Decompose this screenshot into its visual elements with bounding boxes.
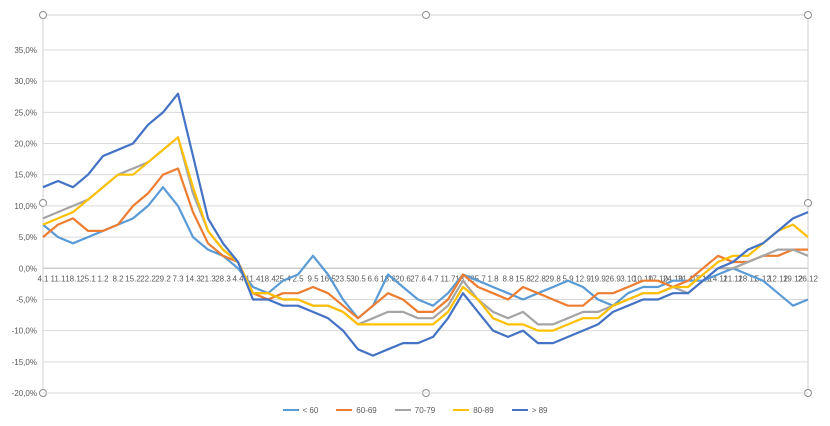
y-tick-label: 10,0%	[14, 202, 37, 211]
x-tick-label: 25.1	[80, 274, 96, 283]
x-tick-label: 21.11	[723, 274, 743, 283]
x-tick-label: 1.8	[487, 274, 499, 283]
x-tick-label: 19.12	[783, 274, 804, 283]
x-tick-label: 22.8	[530, 274, 546, 283]
y-tick-label: 20,0%	[14, 140, 37, 149]
x-tick-label: 14.3	[185, 274, 201, 283]
x-tick-label: 29.2	[155, 274, 171, 283]
x-tick-label: 5.12	[755, 274, 771, 283]
x-tick-label: 5.9	[562, 274, 574, 283]
x-tick-label: 4.7	[427, 274, 439, 283]
x-tick-label: 28.11	[738, 274, 758, 283]
x-tick-label: 9.5	[307, 274, 319, 283]
x-tick-label: 15.2	[125, 274, 141, 283]
x-tick-label: 21.3	[200, 274, 216, 283]
chart-area-frame	[42, 14, 809, 394]
x-tick-label: 13.6	[380, 274, 396, 283]
legend-label: 70-79	[414, 405, 436, 415]
legend-item: 80-89	[453, 405, 494, 415]
y-tick-label: 15,0%	[14, 171, 37, 180]
x-tick-label: 11.1	[51, 274, 67, 283]
y-tick-label: 25,0%	[14, 108, 37, 117]
x-tick-label: 18.1	[65, 274, 81, 283]
y-tick-label: -20,0%	[12, 389, 37, 398]
x-tick-label: 17.10	[648, 274, 669, 283]
y-tick-label: -15,0%	[12, 358, 37, 367]
x-tick-label: 19.9	[590, 274, 606, 283]
x-tick-label: 15.8	[515, 274, 531, 283]
y-tick-label: 5,0%	[19, 233, 37, 242]
legend-item: 70-79	[394, 405, 436, 415]
y-tick-label: 30,0%	[14, 77, 37, 86]
x-tick-label: 11.4	[246, 274, 262, 283]
x-tick-label: 18.7	[455, 274, 471, 283]
legend-item: < 60	[282, 405, 319, 415]
x-tick-label: 4.4	[232, 274, 244, 283]
legend-label: 60-69	[356, 405, 377, 415]
series-line	[42, 136, 809, 332]
legend-swatch	[511, 409, 528, 411]
x-tick-label: 26.9	[605, 274, 621, 283]
chart-legend: < 60 60-69 70-79 80-89 > 89	[0, 400, 830, 420]
x-tick-label: 26.12	[798, 274, 819, 283]
y-tick-label: 35,0%	[14, 46, 37, 55]
x-tick-label: 18.4	[260, 274, 276, 283]
x-tick-label: 8.2	[112, 274, 124, 283]
x-tick-label: 27.6	[410, 274, 426, 283]
legend-label: 80-89	[473, 405, 494, 415]
x-tick-label: 23.5	[335, 274, 351, 283]
x-tick-label: 31.10	[678, 274, 699, 283]
legend-label: < 60	[302, 405, 319, 415]
x-tick-label: 12.9	[575, 274, 591, 283]
y-tick-label: 0,0%	[19, 264, 37, 273]
x-tick-label: 22.2	[140, 274, 156, 283]
resize-handle	[39, 199, 47, 207]
x-tick-label: 8.8	[502, 274, 514, 283]
x-tick-label: 7.3	[172, 274, 184, 283]
legend-swatch	[453, 409, 470, 411]
x-tick-label: 2.5	[292, 274, 304, 283]
resize-handle	[804, 11, 812, 19]
legend-swatch	[282, 409, 299, 411]
x-tick-label: 14.11	[708, 274, 728, 283]
y-tick-label: -5,0%	[16, 295, 37, 304]
resize-handle	[422, 11, 430, 19]
legend-label: > 89	[531, 405, 548, 415]
x-tick-label: 16.5	[320, 274, 336, 283]
x-tick-label: 30.5	[350, 274, 366, 283]
series-line	[42, 92, 809, 357]
resize-handle	[804, 199, 812, 207]
series-line	[42, 136, 809, 326]
x-tick-label: 10.10	[633, 274, 654, 283]
x-tick-label: 6.6	[367, 274, 379, 283]
legend-swatch	[336, 409, 353, 411]
legend-item: > 89	[511, 405, 548, 415]
legend-item: 60-69	[336, 405, 377, 415]
resize-handle	[39, 11, 47, 19]
x-tick-label: 4.1	[37, 274, 49, 283]
x-tick-label: 1.2	[97, 274, 109, 283]
x-tick-label: 12.12	[768, 274, 789, 283]
x-tick-label: 25.7	[470, 274, 486, 283]
x-tick-label: 24.10	[663, 274, 684, 283]
x-tick-label: 7.11	[696, 274, 712, 283]
y-tick-label: -10,0%	[12, 327, 37, 336]
x-tick-label: 25.4	[275, 274, 291, 283]
legend-swatch	[394, 409, 411, 411]
x-tick-label: 3.10	[620, 274, 636, 283]
x-tick-label: 29.8	[545, 274, 561, 283]
series-line	[42, 167, 808, 320]
x-tick-label: 20.6	[395, 274, 411, 283]
x-tick-label: 28.3	[215, 274, 231, 283]
series-line	[42, 186, 809, 320]
x-tick-label: 11.7	[441, 274, 457, 283]
